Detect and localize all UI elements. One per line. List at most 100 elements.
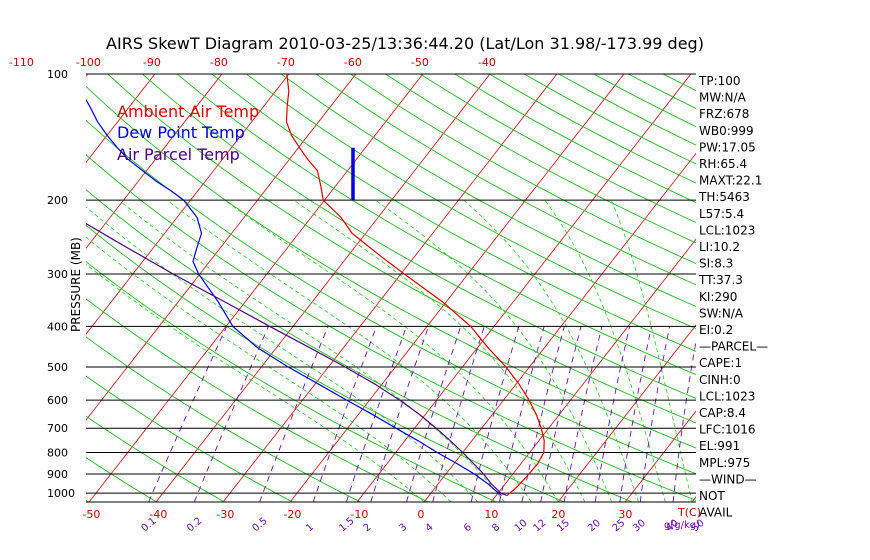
mixing-ratio-line	[563, 326, 603, 502]
isotherm-line	[86, 74, 223, 250]
top-temp-tick-label: -90	[143, 56, 161, 69]
mixing-ratio-line	[639, 326, 671, 502]
dry-adiabat-line	[593, 74, 696, 128]
bottom-temp-tick-label: -40	[149, 508, 167, 521]
mixing-ratio-line	[406, 326, 462, 502]
bottom-temp-tick-label: -20	[283, 508, 301, 521]
index-item: KI:290	[699, 290, 737, 304]
mixing-ratio-tick-label: 4	[424, 522, 436, 535]
isotherm-line	[289, 74, 625, 502]
bottom-temp-tick-label: -50	[82, 508, 100, 521]
dewpoint-line	[86, 98, 502, 496]
legend-dewpoint: Dew Point Temp	[117, 123, 245, 142]
top-temp-tick-label: -40	[478, 56, 496, 69]
index-item: TT:37.3	[698, 273, 743, 287]
dry-adiabat-line	[280, 74, 696, 308]
profile-lines	[86, 74, 545, 497]
index-item: SW:N/A	[699, 306, 744, 320]
mixing-ratio-tick-label: 3	[397, 522, 409, 535]
dry-adiabat-line	[315, 74, 696, 286]
skewt-grid	[0, 74, 870, 502]
bottom-temp-tick-label: 30	[618, 508, 632, 521]
mixing-ratio-tick-label: 6	[462, 522, 474, 535]
dry-adiabat-line	[86, 85, 696, 449]
dry-adiabat-line	[86, 119, 696, 475]
mixing-ratio-tick-label: 30	[631, 518, 648, 535]
bottom-temp-tick-label: 20	[551, 508, 565, 521]
isotherm-line	[88, 74, 424, 502]
moist-adiabat-line	[86, 206, 478, 502]
moist-adiabat-line	[463, 199, 639, 502]
index-item: AVAIL	[699, 506, 733, 520]
mixing-ratio-tick-label: 8	[490, 522, 502, 535]
pressure-tick-label: 1000	[47, 487, 75, 500]
dry-adiabat-line	[142, 74, 696, 399]
isotherm-line	[86, 74, 357, 421]
isotherm-line	[222, 74, 558, 502]
temp-unit-label: T(C)	[677, 506, 701, 519]
dry-adiabat-line	[246, 74, 696, 330]
mixing-ratio-line	[148, 326, 228, 502]
moist-adiabat-line	[86, 263, 425, 502]
parcel-temp-line	[86, 222, 508, 497]
bottom-temp-tick-label: -30	[216, 508, 234, 521]
index-item: CAP:8.4	[699, 406, 746, 420]
ambient-temp-line	[285, 74, 545, 496]
mixing-ratio-line	[619, 326, 652, 502]
dry-adiabat-line	[86, 415, 225, 502]
top-temp-tick-label: -70	[277, 56, 295, 69]
index-item: RH:65.4	[699, 157, 747, 171]
index-item: MW:N/A	[699, 91, 747, 105]
pressure-tick-label: 400	[47, 320, 68, 333]
isotherm-line	[155, 74, 491, 502]
isotherm-line	[86, 74, 290, 335]
dry-adiabat-line	[86, 336, 361, 502]
mixing-ratio-line	[594, 326, 631, 502]
dry-adiabat-line	[662, 74, 696, 92]
pressure-tick-label: 800	[47, 447, 68, 460]
mixing-ratio-tick-label: 10	[513, 518, 530, 535]
mixing-ratio-tick-label: 1	[304, 522, 316, 535]
mixing-ratio-tick-label: 12	[532, 518, 549, 535]
index-item: PW:17.05	[699, 140, 756, 154]
dry-adiabat-line	[86, 375, 293, 502]
isotherm-line	[490, 238, 696, 502]
dry-adiabat-line	[86, 224, 565, 502]
moist-adiabat-line	[118, 199, 505, 502]
mixing-ratio-line	[432, 326, 485, 502]
index-item: LI:10.2	[699, 240, 740, 254]
top-temp-tick-label: -50	[411, 56, 429, 69]
dry-adiabat-line	[628, 74, 696, 110]
dry-adiabat-line	[698, 74, 870, 502]
moist-adiabat-line	[224, 199, 559, 502]
dry-adiabat-line	[211, 74, 696, 352]
pressure-tick-label: 100	[47, 68, 68, 81]
index-item: WB0:999	[699, 124, 754, 138]
dry-adiabat-line	[385, 74, 696, 244]
dry-adiabat-line	[732, 74, 870, 502]
axis-labels: -120-110-100-90-80-70-60-50-40-50-40-30-…	[9, 56, 707, 535]
index-item: CINH:0	[699, 373, 741, 387]
dry-adiabat-line	[0, 74, 21, 502]
index-item: FRZ:678	[699, 107, 749, 121]
isotherm-line	[759, 74, 870, 502]
dry-adiabat-line	[86, 261, 497, 502]
isobar-lines: 100 200 300 400 500 600 700 800 900 1000	[47, 68, 696, 503]
bottom-temp-tick-label: 0	[417, 508, 424, 521]
isotherm-line	[557, 324, 696, 502]
index-item: CAPE:1	[699, 356, 742, 370]
mixing-ratio-line	[470, 326, 520, 502]
mixing-ratio-line	[345, 326, 408, 502]
index-item: LFC:1016	[699, 423, 756, 437]
dry-adiabat-line	[86, 298, 429, 502]
pressure-tick-label: 200	[47, 194, 68, 207]
y-axis-label: PRESSURE (MB)	[69, 237, 83, 332]
isotherm-line	[0, 74, 21, 502]
moist-adiabat-line	[610, 200, 693, 502]
moist-adiabat-line	[86, 236, 452, 502]
isotherm-line	[691, 496, 696, 502]
isotherm-line	[423, 152, 696, 502]
legend-ambient: Ambient Air Temp	[117, 102, 259, 121]
index-item: MAXT:22.1	[699, 174, 762, 188]
index-item: —PARCEL—	[699, 340, 768, 354]
